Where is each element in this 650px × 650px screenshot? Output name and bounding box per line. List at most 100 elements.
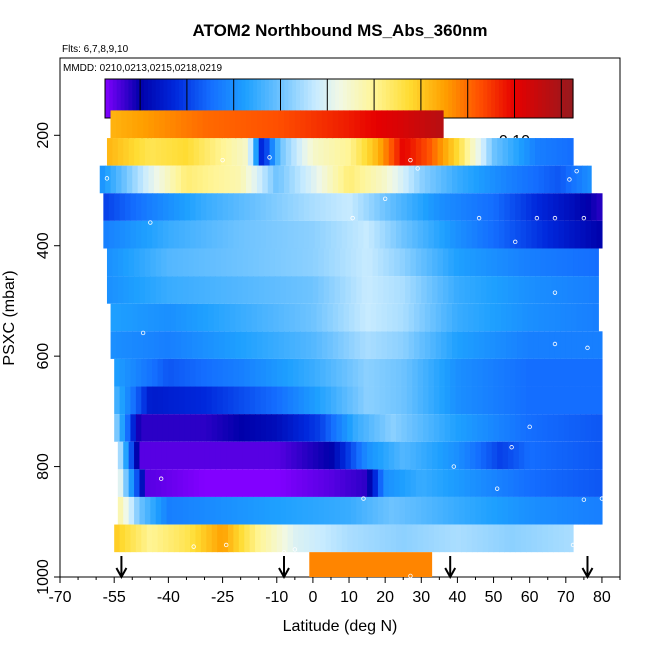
heatmap-cell [358,414,365,442]
heatmap-cell [417,193,424,221]
heatmap-cell [450,386,457,415]
colorbar-swatch [210,79,215,118]
heatmap-cell [309,524,316,553]
heatmap-cell [325,193,332,221]
heatmap-cell [426,276,433,304]
colorbar-swatch [144,79,149,118]
heatmap-cell [471,524,478,553]
heatmap-cell [545,469,552,497]
heatmap-cell [372,276,379,304]
heatmap-cell [589,276,596,304]
heatmap-cell [518,469,525,497]
heatmap-cell [504,193,511,221]
heatmap-cell [264,138,271,166]
heatmap-cell [583,469,590,497]
heatmap-cell [253,248,260,277]
heatmap-cell [256,331,263,359]
heatmap-cell [244,358,251,387]
heatmap-cell [350,496,357,525]
heatmap-cell [600,441,603,470]
sample-point [494,486,500,491]
heatmap-cell [542,386,549,415]
heatmap-cell [327,110,334,139]
sample-point [104,176,110,181]
colorbar-swatch [292,79,297,118]
heatmap-cell [430,165,437,194]
heatmap-cell [150,138,157,166]
colorbar-swatch [471,79,477,118]
heatmap-cell [123,441,130,470]
heatmap-cell [303,414,310,442]
heatmap-cell [218,331,225,359]
heatmap-cell [338,110,345,139]
heatmap-cell [551,496,558,525]
heatmap-cell [110,110,117,139]
heatmap-cell [527,303,534,332]
heatmap-cell [484,331,491,359]
heatmap-cell [204,248,211,277]
heatmap-cell [242,248,249,277]
heatmap-cell [336,386,343,415]
heatmap-cell [578,441,585,470]
heatmap-cell [152,524,159,553]
heatmap-cell [157,220,164,249]
heatmap-cell [415,276,422,304]
heatmap-cell [190,358,197,387]
heatmap-cell [294,110,301,139]
colorbar-swatch [389,79,395,118]
heatmap-cell [573,276,580,304]
heatmap-cell [125,386,132,415]
heatmap-cell [199,469,206,497]
heatmap-cell [408,331,415,359]
heatmap-cell [312,441,319,470]
sample-point [350,215,355,221]
heatmap-cell [146,220,153,249]
colorbar-swatch [241,79,246,118]
heatmap-cell [284,110,291,139]
heatmap-cell [242,276,249,304]
heatmap-cell [504,358,511,387]
heatmap-cell [466,358,473,387]
heatmap-cell [368,193,375,221]
heatmap-cell [509,414,516,442]
colorbar-swatch [491,79,496,118]
heatmap-cell [309,552,433,577]
heatmap-cell [228,193,235,221]
heatmap-cell [253,441,260,470]
heatmap-cell [354,110,361,139]
heatmap-cell [258,248,265,277]
heatmap-cell [182,248,189,277]
heatmap-cell [596,386,603,415]
heatmap-cell [264,441,271,470]
heatmap-cell [520,524,527,553]
heatmap-cell [600,496,603,525]
heatmap-cell [256,303,263,332]
heatmap-cell [323,496,330,525]
heatmap-cell [450,193,457,221]
heatmap-cell [260,193,267,221]
heatmap-cell [482,358,489,387]
heatmap-cell [410,276,417,304]
heatmap-cell [377,441,384,470]
heatmap-cell [354,165,361,194]
heatmap-cell [280,138,287,166]
heatmap-cell [448,276,455,304]
heatmap-cell [533,303,540,332]
colorbar-swatch [569,79,574,118]
heatmap-cell [188,276,195,304]
heatmap-cell [406,358,413,387]
heatmap-cell [229,165,236,194]
colorbar-swatch [151,79,157,118]
heatmap-cell [258,441,265,470]
heatmap-cell [542,414,549,442]
sample-point [191,544,196,549]
heatmap-cell [574,386,581,415]
heatmap-cell [529,441,536,470]
heatmap-cell [515,193,522,221]
heatmap-cell [231,469,238,497]
heatmap-cell [365,165,372,194]
heatmap-cell [215,469,222,497]
heatmap-cell [370,165,377,194]
heatmap-cell [179,524,186,553]
heatmap-cell [453,441,460,470]
